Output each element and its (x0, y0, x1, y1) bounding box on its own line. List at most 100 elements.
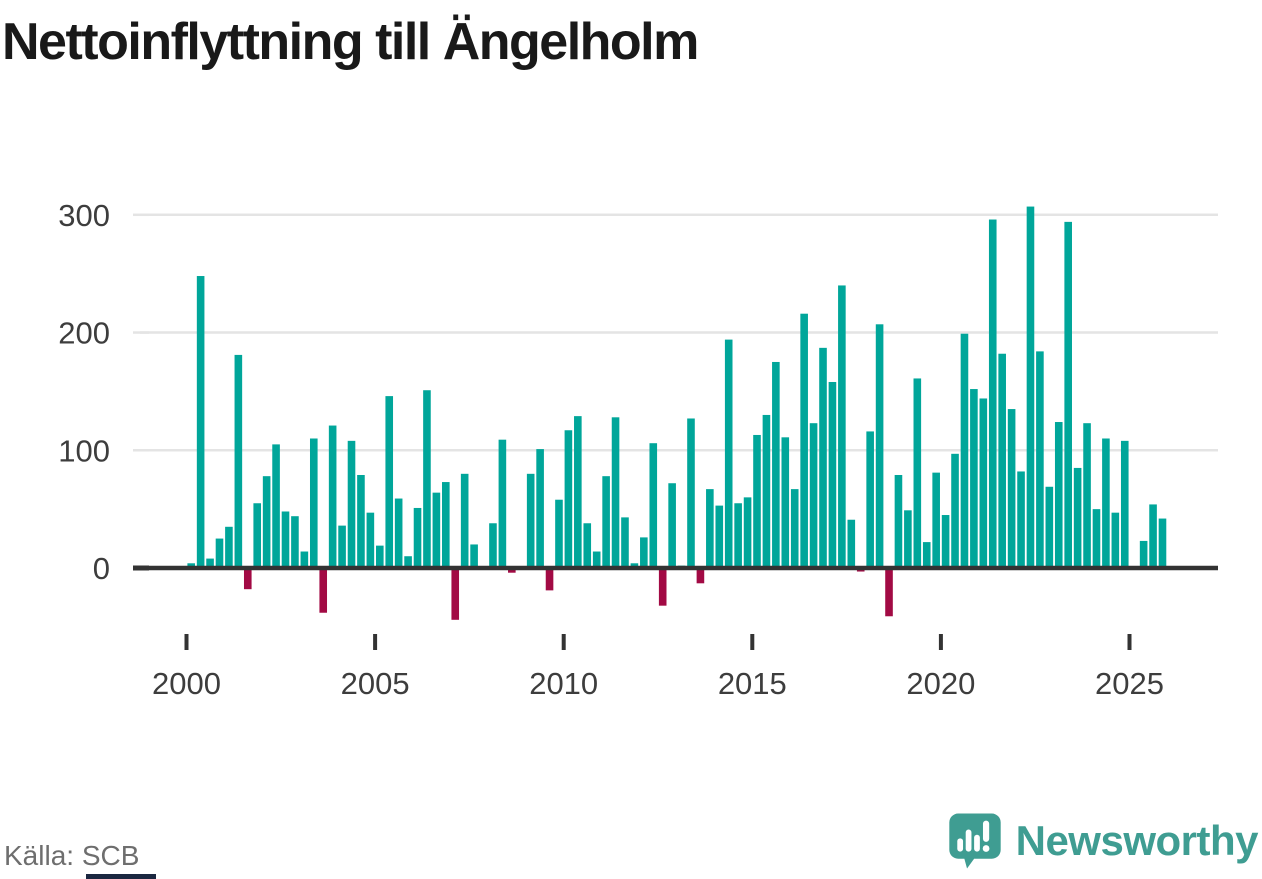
bar-2008-q1 (489, 523, 497, 568)
bar-2019-q3 (922, 542, 931, 568)
bar-2005-q2 (385, 396, 394, 568)
bar-2014-q4 (743, 497, 752, 568)
bar-2010-q2 (574, 416, 582, 568)
bar-2013-q4 (706, 489, 714, 568)
bar-2017-q1 (828, 381, 837, 568)
bar-2016-q4 (819, 347, 827, 568)
bar-2013-q3 (696, 568, 705, 584)
y-tick-label-100: 100 (58, 433, 110, 468)
bar-2024-q2 (1102, 438, 1110, 568)
bar-2024-q3 (1111, 512, 1120, 568)
bar-2010-q3 (583, 523, 592, 568)
bar-2022-q3 (1036, 351, 1044, 568)
bar-2004-q2 (347, 440, 356, 568)
bar-2011-q2 (611, 417, 620, 568)
bar-2000-q1 (187, 563, 195, 568)
bar-2001-q2 (234, 354, 243, 568)
bar-2004-q4 (366, 512, 375, 568)
bar-2012-q2 (649, 443, 658, 568)
x-tick-label-2020: 2020 (906, 666, 975, 701)
y-tick-label-300: 300 (58, 198, 110, 233)
bar-2005-q3 (394, 498, 403, 568)
bar-2003-q2 (309, 438, 318, 568)
bar-2000-q3 (206, 558, 214, 568)
bar-2011-q1 (602, 476, 610, 568)
bar-2009-q3 (545, 568, 554, 591)
bar-2016-q1 (790, 489, 799, 568)
bar-2002-q2 (272, 444, 280, 568)
bar-2002-q3 (281, 511, 290, 568)
bar-2025-q3 (1149, 504, 1157, 568)
x-tick-label-2025: 2025 (1095, 666, 1164, 701)
bar-2022-q4 (1045, 486, 1054, 568)
bar-2013-q2 (687, 418, 695, 568)
bar-2015-q4 (781, 437, 790, 568)
bar-2018-q1 (866, 431, 874, 568)
bar-2014-q2 (724, 339, 733, 568)
bar-2004-q3 (357, 474, 365, 568)
bar-2017-q2 (838, 285, 846, 568)
bar-2009-q2 (536, 449, 544, 568)
bar-2018-q2 (875, 324, 884, 568)
bar-2015-q3 (772, 361, 780, 568)
bar-2001-q1 (225, 526, 233, 568)
bar-2011-q4 (630, 563, 639, 568)
bar-2014-q3 (734, 503, 742, 568)
bar-2021-q4 (1007, 409, 1016, 568)
bar-2022-q2 (1026, 206, 1035, 568)
bar-2020-q4 (970, 389, 978, 568)
bar-2016-q3 (809, 423, 818, 568)
x-tick-label-2000: 2000 (152, 666, 221, 701)
bar-2004-q1 (338, 525, 346, 568)
bar-2007-q1 (451, 568, 460, 620)
bar-2005-q1 (376, 545, 384, 568)
bar-2020-q2 (951, 453, 959, 568)
bar-2011-q3 (621, 517, 629, 568)
bottom-edge-strip (86, 874, 156, 879)
bar-2005-q4 (404, 556, 412, 568)
bar-2018-q4 (894, 474, 903, 568)
bar-2014-q1 (715, 505, 724, 568)
bar-2003-q3 (319, 568, 328, 613)
bar-2003-q4 (328, 425, 337, 568)
bar-2006-q4 (442, 482, 450, 568)
bar-2012-q4 (668, 483, 676, 568)
bar-2021-q1 (979, 398, 988, 568)
bar-2017-q3 (847, 519, 856, 568)
bar-2010-q4 (592, 551, 601, 568)
bar-2007-q3 (470, 544, 478, 568)
bar-2001-q4 (253, 503, 262, 568)
bar-2009-q1 (526, 473, 535, 568)
x-tick-label-2010: 2010 (529, 666, 598, 701)
bar-2016-q2 (800, 313, 808, 568)
newsworthy-logo: Newsworthy (944, 810, 1259, 872)
source-caption: Källa: SCB (4, 840, 140, 871)
bar-2025-q2 (1139, 540, 1148, 568)
bar-2012-q3 (658, 568, 667, 606)
bar-2023-q4 (1083, 423, 1091, 568)
bar-2000-q4 (215, 538, 224, 568)
x-tick-label-2015: 2015 (718, 666, 787, 701)
bar-2021-q2 (988, 219, 997, 568)
bar-2006-q2 (423, 390, 431, 568)
newsworthy-wordmark: Newsworthy (1015, 817, 1259, 864)
bar-2023-q1 (1054, 422, 1063, 568)
bar-2009-q4 (555, 499, 563, 568)
bar-2019-q2 (913, 378, 922, 568)
newsworthy-speech-bubble-chart-icon (948, 813, 1001, 869)
x-tick-label-2005: 2005 (341, 666, 410, 701)
bar-2006-q3 (432, 492, 441, 568)
bar-2022-q1 (1017, 471, 1025, 568)
bar-2025-q4 (1158, 518, 1167, 568)
bar-2024-q1 (1092, 509, 1101, 568)
bar-2002-q1 (262, 476, 271, 568)
bar-2008-q3 (508, 568, 516, 573)
y-tick-label-0: 0 (93, 551, 110, 586)
bar-2002-q4 (291, 516, 299, 568)
bar-2019-q4 (932, 472, 940, 568)
bar-2006-q1 (413, 507, 422, 568)
bar-2021-q3 (998, 353, 1006, 568)
bar-2001-q3 (243, 568, 252, 590)
bar-2000-q2 (196, 276, 205, 568)
